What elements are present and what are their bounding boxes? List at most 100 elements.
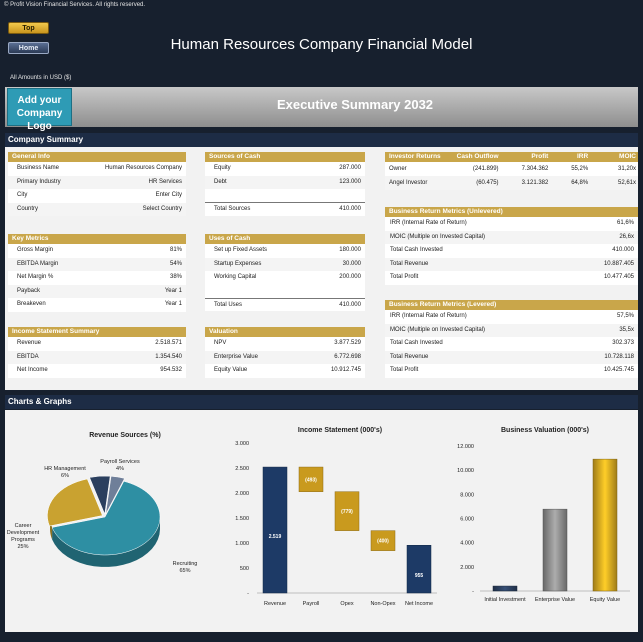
x-category-label: Payroll — [303, 601, 320, 607]
investor-row: Angel Investor (60.475) 3.121.382 64,8% … — [385, 176, 638, 190]
key-metrics-box: Key Metrics Gross Margin 81% EBITDA Margi… — [8, 234, 186, 312]
uses-of-cash-title: Uses of Cash — [205, 234, 365, 244]
y-tick-label: - — [247, 591, 249, 597]
pie-slice — [47, 478, 103, 527]
row-value: 10.887.405 — [603, 260, 634, 267]
row-label: Debt — [214, 178, 227, 185]
spacer-row — [205, 285, 365, 298]
row-value: 26,6x — [619, 233, 634, 240]
waterfall-chart-title: Income Statement (000's) — [297, 427, 383, 434]
pie-label: Recruiting 65% — [173, 561, 198, 574]
pie-slice — [51, 481, 161, 556]
investor-returns-header: Investor Returns Cash Outflow Profit IRR… — [385, 152, 638, 162]
row-value[interactable]: Enter City — [155, 192, 182, 198]
uses-row: Startup Expenses 30.000 — [205, 257, 365, 271]
bar-data-label: 955 — [415, 573, 424, 579]
unlevered-rows: IRR (Internal Rate of Return) 61,6% MOIC … — [385, 217, 638, 285]
row-label: Total Profit — [390, 367, 419, 373]
row-value: 10.425.745 — [603, 367, 634, 373]
waterfall-bar — [334, 491, 360, 531]
sources-total-row: Total Sources 410.000 — [205, 202, 365, 216]
row-value: 10.477.405 — [603, 274, 634, 280]
pie-label: HR Management 6% — [44, 466, 86, 479]
valuation-row: Enterprise Value 6.772.698 — [205, 350, 365, 364]
metric-row: Payback Year 1 — [8, 284, 186, 298]
metric-row: Gross Margin 81% — [8, 244, 186, 258]
row-value: 410.000 — [339, 206, 361, 212]
row-label: Set up Fixed Assets — [214, 247, 268, 253]
pie-slice — [89, 475, 111, 515]
row-label: Total Cash Invested — [390, 340, 443, 346]
row-value: 10.912.745 — [330, 367, 361, 373]
row-label: City — [17, 192, 28, 198]
pie-label: Payroll Services 4% — [100, 459, 140, 472]
row-label: IRR (Internal Rate of Return) — [390, 220, 467, 226]
levered-row: Total Profit 10.425.745 — [385, 364, 638, 378]
row-label: Total Uses — [214, 301, 243, 308]
general-info-row: Business Name Human Resources Company — [8, 162, 186, 176]
row-label: Primary Industry — [17, 178, 61, 185]
row-label: Total Sources — [214, 206, 251, 212]
spacer-row — [205, 189, 365, 202]
cell: 7.304.362 — [521, 166, 549, 172]
row-value: 954.532 — [160, 367, 182, 373]
y-tick-label: 2.500 — [235, 466, 249, 472]
row-label: NPV — [214, 340, 227, 346]
page-title: Human Resources Company Financial Model — [170, 36, 473, 53]
waterfall-bar — [406, 545, 432, 594]
income-row: Net Income 954.532 — [8, 364, 186, 378]
waterfall-bar — [298, 466, 324, 492]
header-cell: Investor Returns — [389, 153, 441, 160]
revenue-pie-chart: Recruiting 65% Career Development Programs 25… — [7, 459, 198, 574]
header-cell: Cash Outflow — [456, 153, 499, 160]
y-tick-label: 2.000 — [460, 565, 474, 571]
pie-label: Career Development Programs 25% — [7, 523, 40, 550]
row-value: 123.000 — [339, 178, 361, 185]
cell: (241.899) — [472, 166, 499, 172]
valuation-bar-chart: - 2.000 4.000 6.000 8.000 10.000 12.000 Initial… — [457, 444, 630, 603]
row-value[interactable]: Select Country — [142, 205, 182, 212]
levered-row: MOIC (Multiple on Invested Capital) 35,5x — [385, 323, 638, 337]
row-label: Total Profit — [390, 274, 419, 280]
metric-row: EBITDA Margin 54% — [8, 257, 186, 271]
y-tick-label: - — [472, 589, 474, 595]
row-value: 81% — [169, 247, 182, 253]
unlevered-row: Total Cash Invested 410.000 — [385, 244, 638, 258]
y-tick-label: 3.000 — [235, 441, 249, 447]
row-value: 410.000 — [612, 247, 634, 253]
key-metrics-rows: Gross Margin 81% EBITDA Margin 54% Net Mar… — [8, 244, 186, 312]
row-value: 287.000 — [339, 165, 361, 171]
row-value: Year 1 — [164, 287, 182, 294]
y-tick-label: 1.500 — [235, 516, 249, 522]
home-button[interactable]: Home — [8, 42, 49, 54]
valuation-bar — [492, 585, 518, 592]
y-tick-label: 6.000 — [460, 517, 474, 523]
row-label: Working Capital — [214, 274, 257, 280]
row-value: 200.000 — [339, 274, 361, 280]
row-value: 10.728.118 — [604, 353, 634, 360]
pie-chart-title: Revenue Sources (%) — [89, 432, 161, 439]
x-category-label: Net Income — [405, 601, 433, 607]
x-category-label: Equity Value — [590, 597, 620, 603]
row-value: 1.354.540 — [155, 353, 182, 360]
unlevered-metrics-box: Business Return Metrics (Unlevered) IRR … — [385, 207, 638, 285]
income-row: Revenue 2.518.571 — [8, 337, 186, 351]
general-info-rows: Business Name Human Resources Company Pri… — [8, 162, 186, 216]
row-value: Year 1 — [164, 301, 182, 307]
levered-row: Total Cash Invested 302.373 — [385, 337, 638, 351]
unlevered-row: Total Profit 10.477.405 — [385, 271, 638, 285]
general-info-row: Country Select Country — [8, 202, 186, 216]
row-value: 180.000 — [339, 247, 361, 253]
income-statement-summary-box: Income Statement Summary Revenue 2.518.57… — [8, 327, 186, 378]
copyright-text: © Profit Vision Financial Services. All … — [4, 2, 146, 8]
company-logo-placeholder[interactable]: Add your Company Logo — [7, 88, 72, 132]
valuation-row: NPV 3.877.529 — [205, 337, 365, 351]
y-tick-label: 500 — [240, 566, 249, 572]
y-tick-label: 2.000 — [235, 491, 249, 497]
row-value: 6.772.698 — [334, 353, 361, 360]
valuation-rows: NPV 3.877.529 Enterprise Value 6.772.698 E… — [205, 337, 365, 378]
executive-summary-title: Executive Summary 2032 — [276, 97, 434, 112]
header-cell: Profit — [531, 153, 549, 160]
cell: Owner — [389, 166, 407, 172]
top-button[interactable]: Top — [8, 22, 49, 34]
